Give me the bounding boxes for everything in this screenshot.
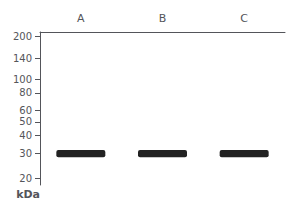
svg-text:50: 50	[19, 116, 32, 127]
svg-text:20: 20	[19, 173, 32, 184]
svg-text:100: 100	[13, 74, 32, 85]
svg-text:30: 30	[19, 148, 32, 159]
svg-text:140: 140	[13, 53, 32, 64]
svg-text:kDa: kDa	[16, 188, 40, 200]
svg-text:80: 80	[19, 87, 32, 98]
svg-text:C: C	[240, 12, 248, 25]
svg-text:200: 200	[13, 31, 32, 42]
svg-text:B: B	[159, 12, 167, 25]
svg-text:40: 40	[19, 130, 32, 141]
svg-text:60: 60	[19, 105, 32, 116]
svg-text:A: A	[77, 12, 85, 25]
